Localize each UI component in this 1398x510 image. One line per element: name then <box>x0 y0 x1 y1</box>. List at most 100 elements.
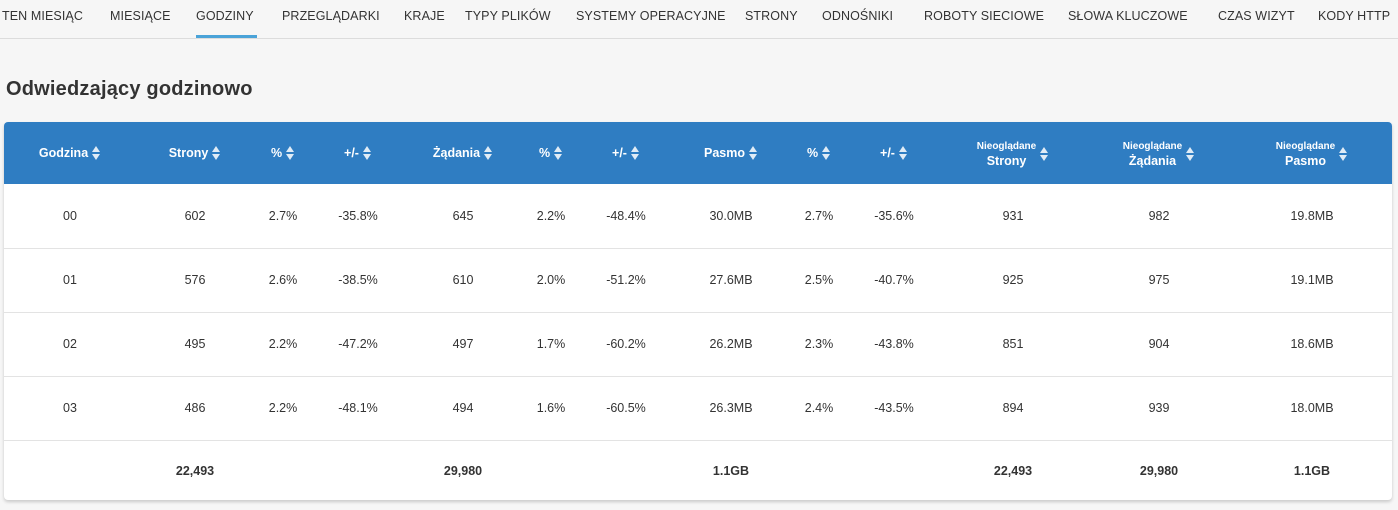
table-row: 00 602 2.7% -35.8% 645 2.2% -48.4% 30.0MB 2.7% -3… <box>4 184 1392 248</box>
table-cell: -48.4% <box>606 208 646 223</box>
sort-icon[interactable] <box>1186 147 1195 161</box>
table-cell: -40.7% <box>874 273 914 287</box>
sort-icon[interactable] <box>212 146 221 160</box>
active-tab-indicator <box>196 35 257 38</box>
table-body: 00 602 2.7% -35.8% 645 2.2% -48.4% 30.0MB 2.7% -3… <box>4 184 1392 500</box>
sort-icon[interactable] <box>749 146 758 160</box>
column-header[interactable]: Pasmo <box>672 122 790 184</box>
column-header-label: Żądania <box>432 145 481 160</box>
sort-icon[interactable] <box>822 146 831 160</box>
column-header-label: Strony <box>168 145 209 160</box>
total-cell <box>312 440 404 500</box>
column-header[interactable]: +/- <box>312 122 404 184</box>
total-cell <box>848 440 940 500</box>
table-cell: 851 <box>1002 337 1024 351</box>
tab-typy-plikow[interactable]: TYPY PLIKÓW <box>465 9 551 23</box>
column-header[interactable]: Nieoglądane Strony <box>940 122 1086 184</box>
table-cell: 2.2% <box>268 401 298 415</box>
sort-icon[interactable] <box>630 146 640 160</box>
table-cell: 939 <box>1148 401 1170 415</box>
tab-czas-wizyt[interactable]: CZAS WIZYT <box>1218 9 1295 23</box>
total-cell <box>580 440 672 500</box>
table-cell: -60.2% <box>606 337 646 351</box>
tab-godziny[interactable]: GODZINY <box>196 9 254 23</box>
tab-roboty-sieciowe[interactable]: ROBOTY SIECIOWE <box>924 9 1045 23</box>
column-header-prefix: Nieoglądane <box>976 140 1037 152</box>
total-cell: 22,493 <box>175 464 215 479</box>
total-cell: 1.1GB <box>712 464 750 479</box>
sort-icon[interactable] <box>1339 147 1348 161</box>
table-cell: 2.4% <box>804 401 834 415</box>
column-header-label: +/- <box>880 145 895 160</box>
table-cell: 925 <box>1002 273 1024 287</box>
table-cell: 2.3% <box>804 337 834 351</box>
table-cell: -51.2% <box>606 273 646 287</box>
table-cell: -43.8% <box>874 337 914 351</box>
table-cell: 18.6MB <box>1290 337 1334 351</box>
table-cell: 2.2% <box>268 337 298 351</box>
column-header[interactable]: % <box>790 122 848 184</box>
table-cell: 894 <box>1002 401 1024 415</box>
sort-icon[interactable] <box>92 146 101 160</box>
table-cell: 495 <box>184 337 206 351</box>
tab-przegladarki[interactable]: PRZEGLĄDARKI <box>282 9 380 23</box>
sort-icon[interactable] <box>554 146 563 160</box>
table-cell: 19.1MB <box>1290 273 1334 287</box>
tab-kraje[interactable]: KRAJE <box>404 9 445 23</box>
tab-slowa-kluczowe[interactable]: SŁOWA KLUCZOWE <box>1068 9 1188 23</box>
column-header[interactable]: +/- <box>848 122 940 184</box>
table-cell: 26.3MB <box>709 401 753 415</box>
table-cell: -47.2% <box>338 337 378 351</box>
table-cell: 18.0MB <box>1290 401 1334 415</box>
table-cell: 931 <box>1002 208 1024 223</box>
tab-odnosniki[interactable]: ODNOŚNIKI <box>822 9 894 23</box>
column-header-label: % <box>538 145 551 160</box>
column-header[interactable]: % <box>522 122 580 184</box>
table-cell: -60.5% <box>606 401 646 415</box>
column-header[interactable]: Nieoglądane Pasmo <box>1232 122 1392 184</box>
tab-kody-http[interactable]: KODY HTTP <box>1318 9 1391 23</box>
sort-icon[interactable] <box>1040 147 1049 161</box>
column-header[interactable]: % <box>254 122 312 184</box>
column-header[interactable]: Strony <box>136 122 254 184</box>
column-header-label: Strony <box>986 153 1027 168</box>
column-header[interactable]: +/- <box>580 122 672 184</box>
total-cell <box>254 440 312 500</box>
column-header-label: % <box>806 145 819 160</box>
table-cell: 904 <box>1148 337 1170 351</box>
column-header[interactable]: Nieoglądane Żądania <box>1086 122 1232 184</box>
table-row: 02 495 2.2% -47.2% 497 1.7% -60.2% 26.2MB 2.3% -4… <box>4 312 1392 376</box>
total-cell: 29,980 <box>1139 464 1179 479</box>
sort-icon[interactable] <box>484 146 493 160</box>
column-header-label: Godzina <box>38 145 89 160</box>
table-cell: 30.0MB <box>709 208 753 223</box>
sort-icon[interactable] <box>286 146 295 160</box>
table-cell: 2.6% <box>268 273 298 287</box>
table-row: 03 486 2.2% -48.1% 494 1.6% -60.5% 26.3MB 2.4% -4… <box>4 376 1392 440</box>
tab-bar: TEN MIESIĄC MIESIĄCE GODZINY PRZEGLĄDARK… <box>0 0 1398 39</box>
table-cell: -35.6% <box>874 208 914 223</box>
table-cell: 02 <box>63 337 77 351</box>
column-header[interactable]: Godzina <box>4 122 136 184</box>
sort-icon[interactable] <box>362 146 372 160</box>
total-cell: 22,493 <box>993 464 1033 479</box>
table-cell: 00 <box>63 208 77 223</box>
table-cell: 486 <box>184 401 206 415</box>
table-cell: 2.7% <box>804 208 834 223</box>
table-cell: 1.7% <box>536 337 566 351</box>
tab-ten-miesiac[interactable]: TEN MIESIĄC <box>2 9 83 23</box>
total-cell <box>790 440 848 500</box>
table-cell: -43.5% <box>874 401 914 415</box>
table-cell: 26.2MB <box>709 337 753 351</box>
column-header[interactable]: Żądania <box>404 122 522 184</box>
table-cell: 19.8MB <box>1290 208 1334 223</box>
tab-systemy-operacyjne[interactable]: SYSTEMY OPERACYJNE <box>576 9 726 23</box>
sort-icon[interactable] <box>898 146 908 160</box>
column-header-label: +/- <box>344 145 359 160</box>
tab-miesiace[interactable]: MIESIĄCE <box>110 9 171 23</box>
column-header-label: Żądania <box>1128 153 1177 168</box>
total-cell: 1.1GB <box>1293 464 1331 479</box>
table-header-row: Godzina Strony% +/- Żądania% +/- Pasmo% +/- Nie… <box>4 122 1392 184</box>
tab-strony[interactable]: STRONY <box>745 9 798 23</box>
table-cell: 2.7% <box>268 208 298 223</box>
